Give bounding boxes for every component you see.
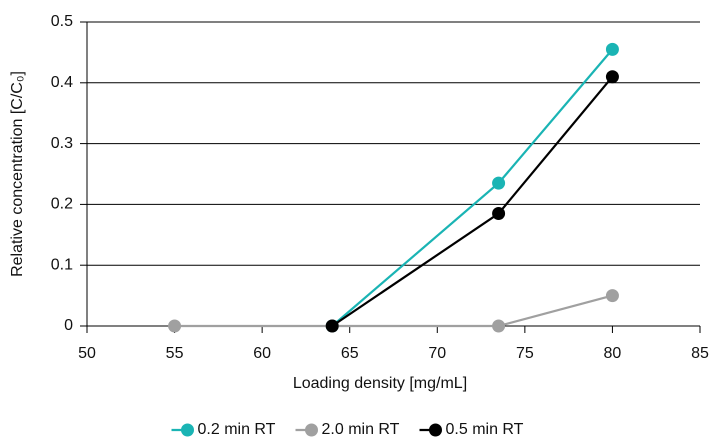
legend-label: 0.2 min RT: [198, 421, 276, 438]
x-axis-label: Loading density [mg/mL]: [293, 375, 467, 392]
x-tick-label: 75: [516, 345, 534, 362]
x-tick-label: 55: [166, 345, 184, 362]
data-point: [605, 70, 619, 84]
y-tick-label: 0.4: [51, 74, 73, 91]
legend-marker: [181, 423, 194, 437]
x-tick-label: 80: [604, 345, 622, 362]
x-tick-label: 85: [691, 345, 709, 362]
data-point: [325, 319, 339, 333]
y-tick-label: 0.2: [51, 196, 73, 213]
series-line: [174, 294, 613, 328]
data-point: [492, 207, 506, 221]
legend-marker: [429, 423, 442, 437]
series-line: [331, 48, 614, 327]
legend-label: 2.0 min RT: [322, 421, 400, 438]
y-tick-label: 0: [64, 317, 73, 334]
x-tick-label: 70: [428, 345, 446, 362]
data-point: [492, 319, 506, 333]
data-point: [605, 289, 619, 303]
data-point: [605, 42, 619, 56]
y-axis-label: Relative concentration [C/C₀]: [9, 71, 26, 277]
legend-label: 0.5 min RT: [446, 421, 524, 438]
y-tick-label: 0.5: [51, 13, 73, 30]
x-tick-label: 50: [78, 345, 96, 362]
legend-marker: [305, 423, 318, 437]
data-point: [492, 176, 506, 190]
y-tick-label: 0.3: [51, 135, 73, 152]
data-point: [168, 319, 182, 333]
y-tick-label: 0.1: [51, 256, 73, 273]
x-tick-label: 65: [341, 345, 359, 362]
x-tick-label: 60: [253, 345, 271, 362]
